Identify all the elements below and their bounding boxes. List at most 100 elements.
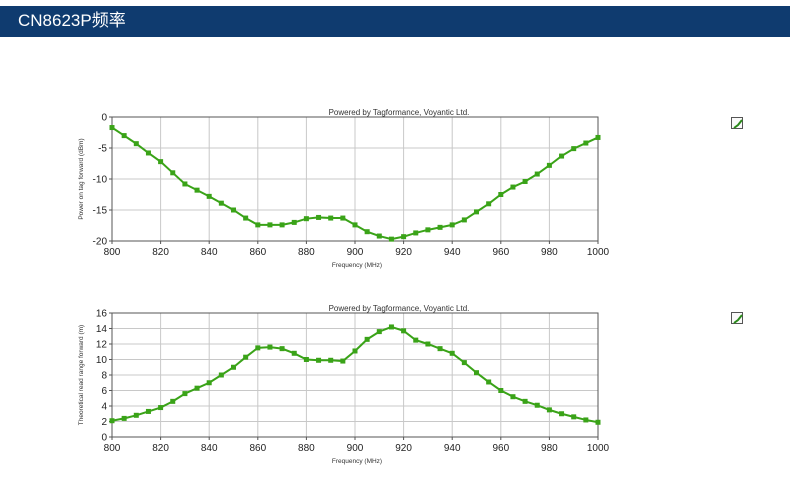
data-point	[376, 233, 382, 239]
x-tick-label: 920	[395, 443, 412, 454]
data-point	[559, 153, 565, 159]
data-point	[522, 398, 528, 404]
data-point	[194, 187, 200, 193]
data-point	[534, 402, 540, 408]
y-axis-label: Theoretical read range forward (m)	[78, 325, 85, 425]
check-icon[interactable]	[731, 312, 743, 324]
x-tick-label: 800	[104, 443, 121, 454]
data-point	[255, 345, 261, 351]
data-point	[510, 394, 516, 400]
x-tick-label: 860	[249, 443, 266, 454]
data-point	[133, 141, 139, 147]
data-point	[243, 354, 249, 360]
x-tick-label: 840	[201, 247, 218, 258]
y-tick-label: 0	[101, 433, 107, 444]
page-title: CN8623P频率	[18, 11, 126, 30]
x-tick-label: 880	[298, 247, 315, 258]
data-point	[194, 385, 200, 391]
data-point	[109, 125, 115, 131]
data-point	[340, 215, 346, 221]
data-point	[583, 417, 589, 423]
x-tick-label: 1000	[587, 443, 610, 454]
x-tick-label: 940	[444, 247, 461, 258]
y-tick-label: -15	[93, 206, 108, 217]
x-tick-label: 920	[395, 247, 412, 258]
data-point	[486, 379, 492, 385]
data-point	[474, 209, 479, 215]
data-point	[170, 170, 176, 176]
data-point	[182, 391, 188, 397]
data-point	[121, 415, 127, 421]
data-point	[401, 328, 407, 334]
x-tick-label: 800	[104, 247, 121, 258]
data-point	[316, 357, 322, 363]
data-point	[583, 140, 589, 146]
data-point	[218, 372, 224, 378]
data-point	[267, 222, 273, 228]
data-point	[559, 411, 565, 417]
y-axis-label: Power on tag forward (dBm)	[78, 138, 85, 219]
data-point	[303, 357, 309, 362]
y-tick-label: 10	[96, 355, 108, 366]
power-chart: 800 820 840 860 880 900 920 940 960 980 1000 0 -5 -10…	[78, 108, 610, 269]
data-point	[474, 370, 479, 376]
data-point	[121, 133, 127, 139]
x-tick-label: 980	[541, 247, 558, 258]
data-point	[218, 200, 224, 206]
x-tick-label: 820	[152, 443, 169, 454]
data-point	[595, 134, 601, 140]
y-tick-label: 16	[96, 309, 108, 320]
data-point	[449, 350, 455, 356]
data-point	[279, 222, 285, 228]
check-icon[interactable]	[731, 117, 743, 129]
read-range-chart: 800 820 840 860 880 900 920 940 960 980 1000 0 2 4 6 8 1…	[78, 304, 610, 465]
data-point	[291, 350, 297, 356]
y-tick-label: -10	[93, 175, 108, 186]
data-point	[388, 236, 394, 242]
data-point	[231, 207, 236, 213]
data-point	[498, 388, 504, 393]
data-point	[571, 414, 577, 420]
data-point	[461, 217, 467, 223]
data-point	[449, 222, 455, 228]
data-point	[145, 150, 151, 156]
data-point	[498, 192, 504, 197]
data-point	[328, 215, 334, 221]
y-tick-label: 2	[101, 417, 107, 428]
data-point	[522, 178, 528, 184]
data-point	[401, 234, 407, 240]
data-point	[182, 181, 188, 187]
data-point	[158, 405, 164, 411]
data-point	[425, 341, 431, 347]
data-point	[279, 346, 285, 352]
x-tick-label: 900	[347, 443, 364, 454]
x-axis-label: Frequency (MHz)	[332, 458, 382, 465]
data-point	[316, 214, 322, 220]
y-tick-label: 0	[101, 113, 107, 124]
data-point	[145, 408, 151, 414]
y-tick-label: -20	[93, 237, 108, 248]
data-point	[413, 230, 419, 236]
data-point	[413, 337, 419, 343]
data-point	[158, 159, 164, 165]
data-point	[328, 357, 334, 363]
data-point	[206, 380, 212, 386]
data-point	[486, 201, 492, 207]
x-tick-label: 900	[347, 247, 364, 258]
y-tick-label: 14	[96, 324, 108, 335]
chart-credit: Powered by Tagformance, Voyantic Ltd.	[329, 108, 470, 117]
data-point	[352, 222, 358, 228]
x-tick-label: 940	[444, 443, 461, 454]
data-point	[437, 224, 443, 230]
data-point	[388, 324, 394, 330]
data-point	[364, 229, 370, 235]
x-tick-label: 840	[201, 443, 218, 454]
data-point	[352, 348, 358, 354]
header-bar: CN8623P频率	[0, 6, 790, 37]
x-axis-label: Frequency (MHz)	[332, 262, 382, 269]
data-point	[425, 227, 431, 233]
data-point	[546, 407, 552, 413]
data-point	[376, 329, 382, 335]
y-tick-label: 12	[96, 340, 108, 351]
chart-credit: Powered by Tagformance, Voyantic Ltd.	[329, 304, 470, 313]
